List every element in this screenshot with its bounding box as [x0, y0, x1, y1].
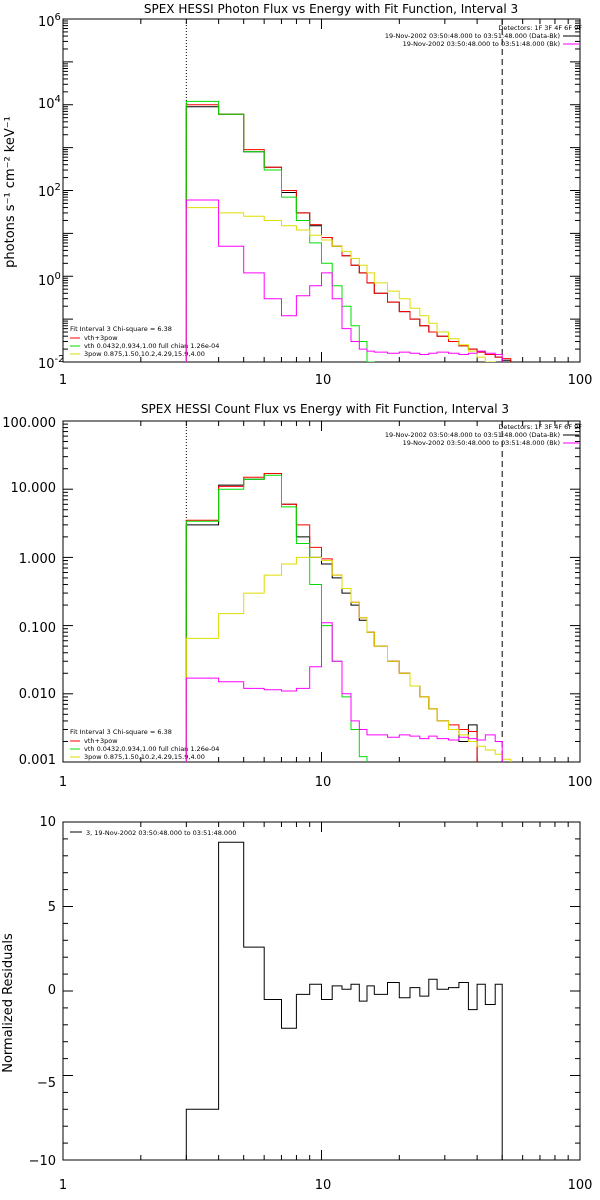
- series-total-line: [185, 104, 512, 362]
- count-y-tick-label: 100.000: [2, 416, 56, 431]
- series-vth-line: [185, 100, 375, 362]
- count-legend-bottom: Fit Interval 3 Chi-square = 6.38 vth+3po…: [70, 728, 219, 761]
- legend-bpow: 3pow 0.875,1.50,10.2,4.29,15.9,4.00: [84, 753, 205, 761]
- count-x-tick-label: 10: [315, 775, 332, 790]
- count-y-tick-label: 10.000: [11, 481, 57, 496]
- photon-y-axis-label: photons s⁻¹ cm⁻² keV⁻¹: [3, 116, 18, 268]
- photon-y-tick-labels: 10-2 100 102 104 106: [38, 12, 65, 372]
- photon-x-tick-label: 100: [568, 373, 593, 388]
- legend-total: vth+3pow: [84, 334, 118, 342]
- photon-x-tick-label: 10: [315, 373, 332, 388]
- photon-y-tick-label: 104: [38, 94, 61, 112]
- legend-bpow: 3pow 0.875,1.50,10.2,4.29,15.9,4.00: [84, 350, 205, 358]
- legend-vth: vth 0.0432,0.934,1.00 full chian 1.26e-0…: [84, 745, 219, 753]
- photon-chart-title: SPEX HESSI Photon Flux vs Energy with Fi…: [144, 2, 518, 16]
- residuals-legend: 3, 19-Nov-2002 03:50:48.000 to 03:51:48.…: [86, 829, 236, 837]
- count-y-tick-label: 0.100: [19, 621, 56, 636]
- photon-legend-top: Detectors: 1F 3F 4F 6F 9F 19-Nov-2002 03…: [385, 24, 582, 48]
- photon-x-tick-labels: 1 10 100: [59, 373, 593, 388]
- photon-y-tick-label: 100: [38, 271, 61, 289]
- series-vth-line: [185, 474, 368, 762]
- photon-legend-bottom: Fit Interval 3 Chi-square = 6.38 vth+3po…: [70, 325, 219, 358]
- count-y-tick-label: 0.001: [19, 753, 56, 768]
- legend-fit-interval: Fit Interval 3 Chi-square = 6.38: [70, 728, 172, 736]
- residuals-y-tick-label: −5: [37, 1076, 56, 1091]
- count-legend-top: Detectors: 1F 3F 4F 6F 9F 19-Nov-2002 03…: [385, 423, 582, 447]
- legend-detectors: Detectors: 1F 3F 4F 6F 9F: [498, 24, 582, 32]
- legend-data-minus-bk: 19-Nov-2002 03:50:48.000 to 03:51:48.000…: [385, 32, 560, 40]
- photon-x-tick-label: 1: [59, 373, 67, 388]
- legend-vth: vth 0.0432,0.934,1.00 full chian 1.26e-0…: [84, 342, 219, 350]
- photon-y-tick-label: 102: [38, 182, 61, 200]
- count-y-tick-labels: 0.001 0.010 0.100 1.000 10.000 100.000: [2, 416, 56, 768]
- residuals-x-tick-label: 1: [59, 1178, 67, 1193]
- residuals-y-tick-labels: −10 −5 0 5 10: [29, 815, 56, 1169]
- series-bpow-line: [185, 207, 496, 362]
- residuals-y-tick-label: 10: [39, 815, 56, 830]
- legend-bk: 19-Nov-2002 03:50:48.000 to 03:51:48.000…: [403, 40, 560, 48]
- legend-fit-interval: Fit Interval 3 Chi-square = 6.38: [70, 325, 172, 333]
- legend-data-minus-bk: 19-Nov-2002 03:50:48.000 to 03:51:48.000…: [385, 431, 560, 439]
- residuals-y-axis-label: Normalized Residuals: [1, 933, 16, 1073]
- count-chart-title: SPEX HESSI Count Flux vs Energy with Fit…: [141, 402, 509, 416]
- panel-2-marks: [62, 420, 581, 763]
- chart-marks: [62, 18, 581, 1161]
- count-x-tick-label: 1: [59, 775, 67, 790]
- residuals-x-tick-labels: 1 10 100: [59, 1178, 593, 1193]
- legend-bk: 19-Nov-2002 03:50:48.000 to 03:51:48.000…: [403, 439, 560, 447]
- series-background-line: [185, 622, 503, 762]
- photon-y-tick-label: 106: [38, 12, 61, 30]
- residuals-y-tick-label: −10: [29, 1154, 56, 1169]
- series-residuals-line: [185, 841, 503, 1160]
- count-y-tick-label: 1.000: [19, 552, 56, 567]
- series-bpow-line: [185, 556, 512, 762]
- residuals-x-tick-label: 10: [315, 1178, 332, 1193]
- legend-detectors: Detectors: 1F 3F 4F 6F 9F: [498, 423, 582, 431]
- count-x-tick-label: 100: [568, 775, 593, 790]
- series-background-line: [185, 199, 503, 362]
- residuals-y-tick-label: 5: [48, 900, 56, 915]
- legend-total: vth+3pow: [84, 737, 118, 745]
- panel-3-marks: [62, 821, 581, 1161]
- panel-1-marks: [62, 18, 581, 363]
- photon-y-tick-label: 10-2: [38, 354, 65, 372]
- count-x-tick-labels: 1 10 100: [59, 775, 593, 790]
- count-y-tick-label: 0.010: [19, 687, 56, 702]
- residuals-y-tick-label: 0: [48, 983, 56, 998]
- residuals-x-tick-label: 100: [568, 1178, 593, 1193]
